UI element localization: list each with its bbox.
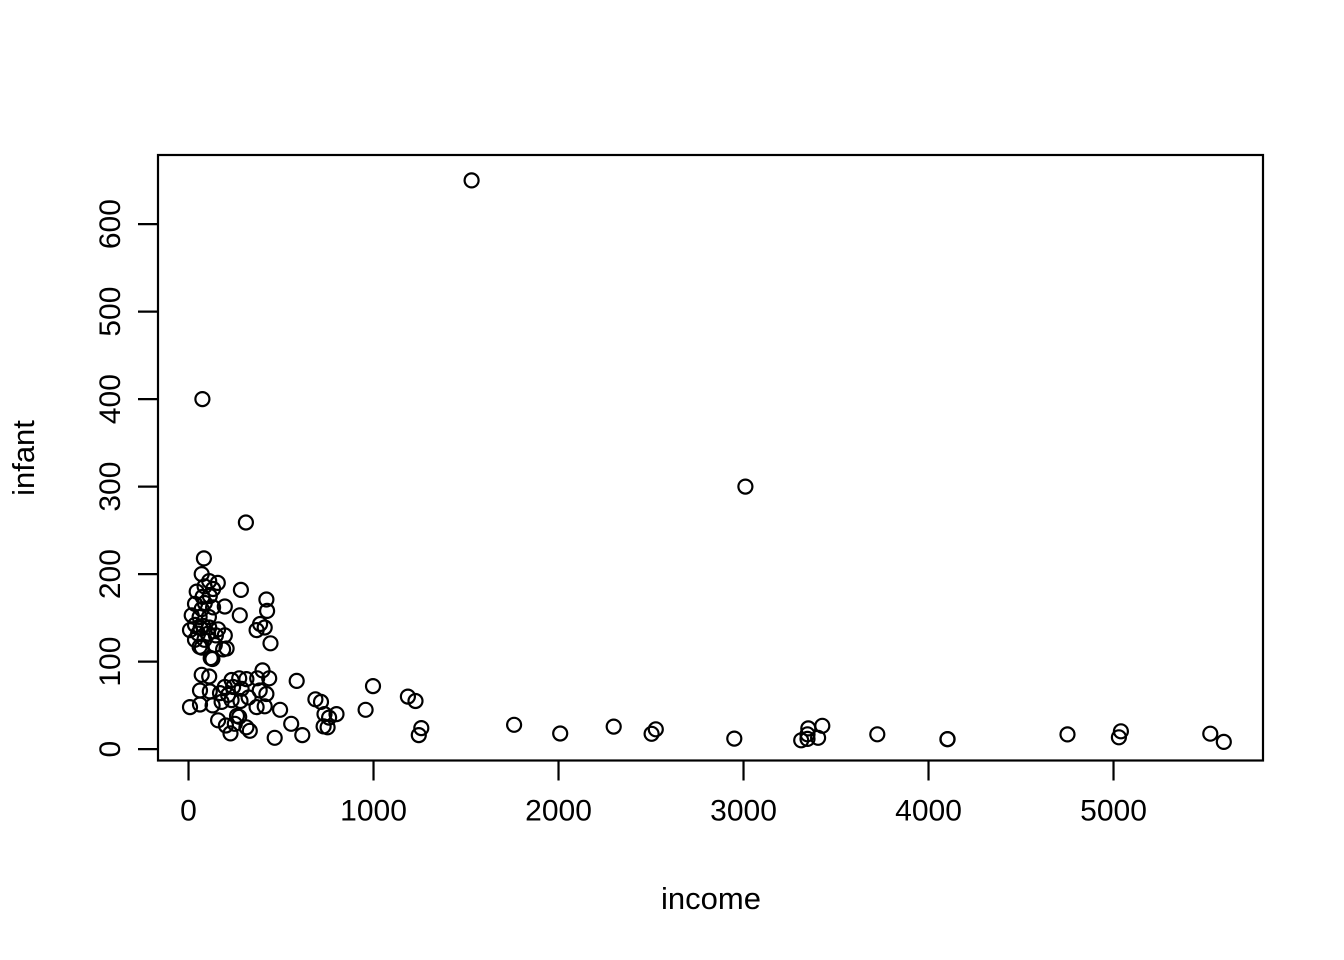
- data-point: [232, 692, 249, 710]
- data-point: [799, 726, 816, 743]
- data-point: [1059, 726, 1076, 743]
- data-point: [814, 717, 831, 734]
- data-point: [194, 391, 211, 408]
- y-axis-label: infant: [6, 420, 41, 496]
- data-point: [241, 722, 258, 739]
- data-point: [321, 709, 338, 726]
- data-point: [191, 696, 209, 713]
- data-point: [283, 715, 300, 732]
- data-point: [222, 725, 239, 742]
- plot-box: [156, 153, 1265, 762]
- data-point: [258, 591, 275, 608]
- x-axis: 0 1000 2000 3000 4000 5000: [180, 760, 1147, 828]
- data-point: [195, 550, 212, 567]
- data-point: [552, 725, 569, 742]
- x-tick-label: 3000: [710, 795, 777, 828]
- x-tick-label: 5000: [1080, 795, 1147, 828]
- data-point: [216, 598, 233, 615]
- data-point: [726, 730, 743, 747]
- data-point: [256, 698, 273, 715]
- data-point: [210, 712, 227, 729]
- data-point: [191, 608, 208, 626]
- data-point: [463, 172, 480, 189]
- data-point: [232, 581, 249, 599]
- data-point: [193, 639, 210, 656]
- data-point: [256, 619, 273, 636]
- y-tick-label: 0: [94, 741, 127, 758]
- data-point: [238, 670, 255, 688]
- data-point: [205, 599, 222, 616]
- data-point: [211, 684, 229, 702]
- x-tick-label: 1000: [340, 795, 407, 828]
- data-point: [231, 607, 248, 624]
- data-point: [259, 602, 276, 620]
- data-point: [248, 698, 265, 716]
- data-point: [204, 650, 221, 668]
- data-points: [181, 172, 1232, 751]
- y-tick-label: 400: [94, 374, 127, 424]
- data-point: [407, 692, 424, 710]
- data-point: [1202, 725, 1219, 742]
- x-axis-label: income: [661, 881, 761, 916]
- data-point: [181, 621, 199, 639]
- data-point: [294, 726, 311, 744]
- data-point: [266, 729, 283, 746]
- data-point: [261, 670, 278, 687]
- data-point: [272, 701, 289, 718]
- data-point: [357, 701, 374, 718]
- data-point: [505, 716, 523, 733]
- data-point: [647, 721, 664, 738]
- data-point: [869, 726, 886, 743]
- data-point: [799, 730, 816, 748]
- data-point: [939, 730, 956, 748]
- data-point: [248, 621, 265, 639]
- data-point: [240, 689, 257, 706]
- y-tick-label: 100: [94, 637, 127, 687]
- data-point: [319, 719, 336, 736]
- y-tick-label: 200: [94, 549, 127, 599]
- y-axis: 0 100 200 300 400 500 600: [94, 199, 158, 757]
- data-point: [328, 705, 345, 723]
- data-point: [181, 698, 199, 716]
- plot-border: [156, 153, 1265, 762]
- data-point: [643, 725, 660, 742]
- data-point: [249, 670, 266, 687]
- data-point: [204, 697, 221, 714]
- x-tick-label: 0: [180, 795, 197, 828]
- y-tick-label: 600: [94, 199, 127, 249]
- data-point: [1215, 733, 1232, 751]
- y-tick-label: 300: [94, 462, 127, 512]
- data-point: [196, 578, 213, 595]
- data-point: [288, 672, 305, 690]
- x-tick-label: 2000: [525, 795, 592, 828]
- data-point: [193, 666, 210, 683]
- data-point: [737, 478, 754, 495]
- data-point: [262, 635, 279, 652]
- data-point: [410, 726, 427, 744]
- data-point: [213, 693, 230, 711]
- data-point: [218, 640, 235, 657]
- data-point: [237, 514, 254, 531]
- x-tick-label: 4000: [895, 795, 962, 828]
- data-point: [364, 677, 382, 695]
- data-point: [413, 719, 430, 737]
- data-point: [223, 691, 240, 709]
- data-point: [258, 685, 275, 703]
- data-point: [605, 718, 622, 735]
- data-point: [231, 708, 248, 725]
- y-tick-label: 500: [94, 287, 127, 337]
- data-point: [1112, 723, 1130, 740]
